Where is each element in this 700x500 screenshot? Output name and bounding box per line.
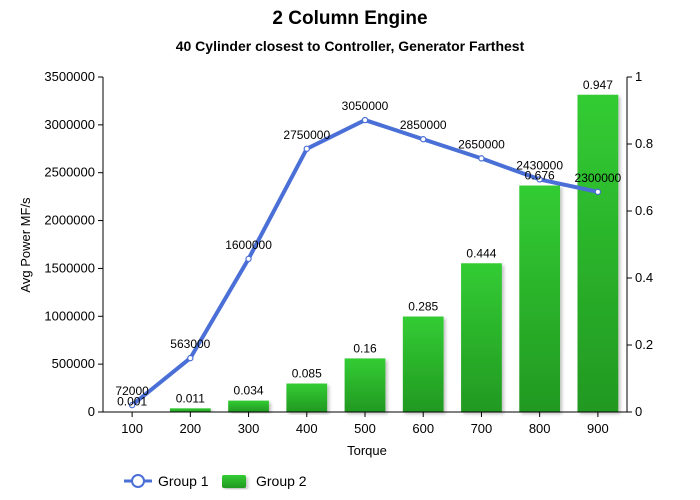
- line-series: [128, 116, 602, 409]
- x-tick-label: 200: [179, 421, 201, 436]
- line-value-label: 1600000: [225, 238, 272, 252]
- line-point: [303, 145, 310, 152]
- bar-value-label: 0.444: [466, 246, 496, 260]
- line-value-label: 3050000: [342, 99, 389, 113]
- x-axis-label: Torque: [347, 443, 387, 458]
- y-left-tick-label: 2000000: [44, 213, 95, 228]
- x-tick-label: 500: [354, 421, 376, 436]
- y-left-tick-label: 500000: [52, 356, 95, 371]
- bar: [402, 316, 444, 412]
- bar: [228, 400, 269, 412]
- chart-title: 2 Column Engine: [272, 8, 427, 29]
- bar: [169, 408, 211, 412]
- line-point: [594, 188, 602, 196]
- legend-item-group-1[interactable]: Group 1: [124, 473, 209, 489]
- bar-value-label: 0.285: [408, 300, 438, 314]
- bar-series: [111, 94, 619, 413]
- line-value-label: 2750000: [283, 128, 330, 142]
- x-tick-label: 800: [529, 421, 551, 436]
- line-point: [536, 176, 543, 183]
- bar: [461, 263, 502, 412]
- line-value-label: 2850000: [400, 118, 447, 132]
- y-right-tick-label: 0.4: [635, 270, 653, 285]
- bar: [519, 185, 561, 412]
- y-left-tick-label: 3500000: [44, 69, 95, 84]
- legend-item-group-2[interactable]: Group 2: [222, 473, 307, 489]
- bar-value-label: 0.676: [525, 169, 555, 183]
- y-right-tick-label: 0: [635, 404, 642, 419]
- bar-value-label: 0.001: [117, 395, 147, 409]
- line-point: [187, 354, 194, 362]
- bar-value-label: 0.16: [353, 341, 377, 355]
- y-left-tick-label: 0: [88, 404, 95, 419]
- y-left-tick-label: 1000000: [44, 308, 95, 323]
- y-left-tick-label: 3000000: [44, 117, 95, 132]
- bar: [286, 383, 328, 412]
- data-labels: 0.001 0.011 0.034 0.085 0.16 0.285 0.444 0.676 0…: [115, 78, 621, 409]
- axes: 0500000100000015000002000000250000030000…: [44, 69, 653, 436]
- x-tick-label: 900: [587, 421, 609, 436]
- y-left-tick-label: 2500000: [44, 165, 95, 180]
- bar: [344, 358, 386, 412]
- legend-label-group-1: Group 1: [158, 473, 209, 489]
- x-tick-label: 100: [121, 421, 143, 436]
- line-value-label: 2650000: [458, 137, 505, 151]
- line-point: [478, 155, 485, 162]
- x-tick-label: 400: [296, 421, 318, 436]
- y-right-tick-label: 0.2: [635, 337, 653, 352]
- chart-subtitle: 40 Cylinder closest to Controller, Gener…: [176, 38, 525, 54]
- line-point: [420, 136, 427, 143]
- legend: Group 1 Group 2: [124, 473, 307, 489]
- bar-value-label: 0.085: [292, 367, 322, 381]
- line-value-label: 72000: [115, 384, 149, 398]
- bar-value-label: 0.947: [583, 78, 613, 92]
- line-value-label: 563000: [170, 337, 210, 351]
- y-right-tick-label: 0.6: [635, 203, 653, 218]
- legend-swatch-icon: [222, 475, 246, 488]
- bar-value-label: 0.034: [234, 384, 264, 398]
- line-point: [361, 116, 369, 124]
- line-value-label: 2300000: [575, 171, 622, 185]
- bar-value-label: 0.011: [176, 391, 205, 405]
- x-tick-label: 600: [412, 421, 434, 436]
- y-right-tick-label: 1: [635, 69, 642, 84]
- bar: [577, 94, 619, 412]
- legend-marker-icon: [131, 474, 145, 488]
- y-right-tick-label: 0.8: [635, 136, 653, 151]
- x-tick-label: 300: [238, 421, 260, 436]
- legend-label-group-2: Group 2: [256, 473, 307, 489]
- x-tick-label: 700: [471, 421, 493, 436]
- y-left-tick-label: 1500000: [44, 260, 95, 275]
- line-point: [128, 401, 136, 409]
- line-value-label: 2430000: [516, 158, 563, 172]
- line-point: [245, 255, 252, 263]
- y-axis-label: Avg Power MF/s: [18, 197, 33, 293]
